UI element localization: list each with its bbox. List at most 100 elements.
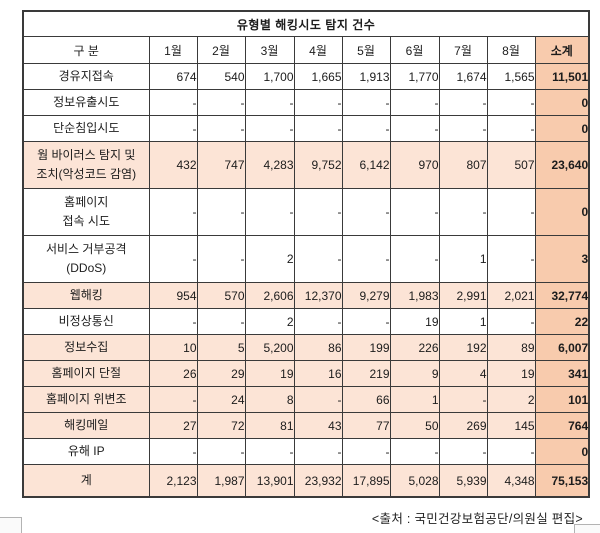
table-row: 해킹메일 27 72 81 43 77 50 269 145 764 [22,412,590,439]
table-row: 홈페이지 단절 26 29 19 16 219 9 4 19 341 [22,360,590,387]
table-row: 경유지접속 674 540 1,700 1,665 1,913 1,770 1,674 1,56… [22,63,590,90]
cropped-ui-fragment-right [574,524,600,533]
cell-value: - [196,188,246,236]
row-subtotal: 0 [534,188,590,236]
cell-value: - [148,386,198,413]
cell-value: 1,913 [341,63,391,90]
column-header-row: 구 분 1월 2월 3월 4월 5월 6월 7월 8월 소계 [22,36,590,64]
table-row: 정보유출시도 - - - - - - - -0 [22,89,590,116]
row-subtotal: 764 [534,412,590,439]
row-label: 유해 IP [22,438,150,465]
table-row: 비정상통신 - -2- -19 1-22 [22,308,590,335]
cell-value: 5 [196,334,246,361]
row-label: 홈페이지 단절 [22,360,150,387]
cell-value: - [486,115,536,142]
cell-value: - [293,188,343,236]
column-header: 2월 [196,36,246,64]
row-subtotal: 0 [534,115,590,142]
table-row: 계 2,123 1,987 13,901 23,932 17,895 5,028 5,939 4… [22,464,590,498]
column-header: 1월 [148,36,198,64]
cell-value: 5,200 [244,334,295,361]
cell-value: 145 [486,412,536,439]
cell-value: 19 [389,308,440,335]
cell-value: 50 [389,412,440,439]
cell-value: 199 [341,334,391,361]
cell-value: 1,674 [438,63,488,90]
cell-value: 19 [486,360,536,387]
cell-value: - [389,115,440,142]
cell-value: - [341,115,391,142]
cell-value: - [148,438,198,465]
cell-value: 16 [293,360,343,387]
cell-value: 192 [438,334,488,361]
table-row: 웜 바이러스 탐지 및 조치(악성코드 감염) 432 747 4,283 9,752 6… [22,141,590,189]
cell-value: 4,283 [244,141,295,189]
column-header: 8월 [486,36,536,64]
cell-value: - [389,89,440,116]
cell-value: - [293,235,343,283]
cell-value: 432 [148,141,198,189]
cell-value: 2,021 [486,282,536,309]
cell-value: 26 [148,360,198,387]
row-subtotal: 341 [534,360,590,387]
source-caption: <출처 : 국민건강보험공단/의원실 편집> [371,512,583,526]
cell-value: - [486,188,536,236]
title-row: 유형별 해킹시도 탐지 건수 [22,10,590,37]
cell-value: - [389,438,440,465]
cell-value: - [486,89,536,116]
cell-value: 1 [438,308,488,335]
row-label: 정보수집 [22,334,150,361]
cell-value: - [341,438,391,465]
cell-value: 27 [148,412,198,439]
cell-value: 2 [244,235,295,283]
row-label: 서비스 거부공격 (DDoS) [22,235,150,283]
cell-value: - [148,188,198,236]
column-header: 구 분 [22,36,150,64]
cell-value: - [196,235,246,283]
cell-value: - [341,188,391,236]
cell-value: 9,752 [293,141,343,189]
cell-value: 540 [196,63,246,90]
row-subtotal: 101 [534,386,590,413]
cell-value: 1 [438,235,488,283]
column-header: 4월 [293,36,343,64]
row-subtotal: 0 [534,89,590,116]
cell-value: - [389,188,440,236]
row-label: 홈페이지 접속 시도 [22,188,150,236]
cell-value: 81 [244,412,295,439]
row-label: 웹해킹 [22,282,150,309]
row-label: 해킹메일 [22,412,150,439]
cell-value: 1,983 [389,282,440,309]
cell-value: - [244,188,295,236]
cell-value: - [148,115,198,142]
cell-value: 23,932 [293,464,343,498]
cell-value: 9 [389,360,440,387]
table-title: 유형별 해킹시도 탐지 건수 [22,10,590,37]
cell-value: - [341,308,391,335]
cell-value: 2,606 [244,282,295,309]
cell-value: 807 [438,141,488,189]
row-subtotal: 3 [534,235,590,283]
cell-value: 86 [293,334,343,361]
row-label: 비정상통신 [22,308,150,335]
column-header: 6월 [389,36,440,64]
cell-value: 1,770 [389,63,440,90]
table-row: 서비스 거부공격 (DDoS) - -2- - -1-3 [22,235,590,283]
cell-value: - [244,115,295,142]
cell-value: 5,939 [438,464,488,498]
cell-value: - [196,89,246,116]
cell-value: - [244,438,295,465]
cell-value: 570 [196,282,246,309]
cell-value: 29 [196,360,246,387]
grand-total-highlight: 75,153 [534,464,590,498]
cell-value: - [196,438,246,465]
cell-value: - [196,115,246,142]
cell-value: 219 [341,360,391,387]
cell-value: - [438,89,488,116]
column-header: 7월 [438,36,488,64]
cell-value: 954 [148,282,198,309]
cell-value: 674 [148,63,198,90]
cell-value: 269 [438,412,488,439]
cell-value: 19 [244,360,295,387]
cell-value: 2 [486,386,536,413]
